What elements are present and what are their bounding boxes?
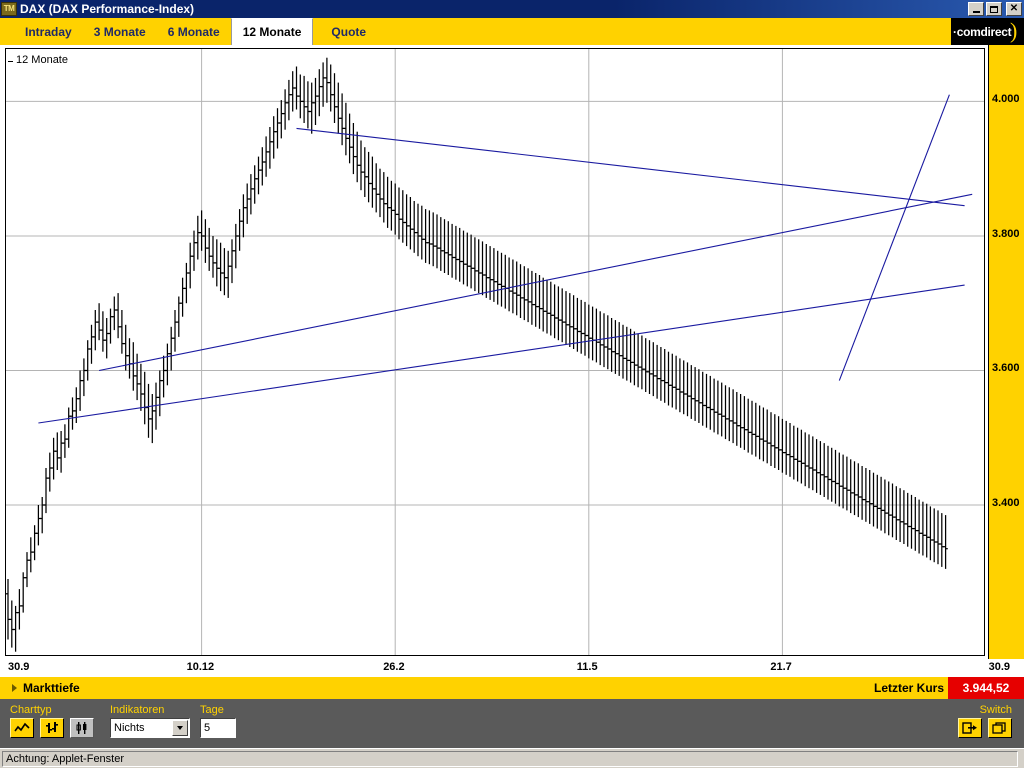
comdirect-logo-text: ·comdirect <box>953 24 1012 39</box>
title-bar: TM DAX (DAX Performance-Index) ✕ <box>0 0 1024 18</box>
price-chart-svg[interactable] <box>6 49 984 655</box>
status-bar: Achtung: Applet-Fenster <box>0 748 1024 768</box>
comdirect-logo: ·comdirect ) <box>951 18 1024 45</box>
tab-quote[interactable]: Quote <box>320 18 378 45</box>
indikatoren-label: Indikatoren <box>110 704 165 716</box>
switch-window-icon <box>992 722 1006 734</box>
y-tick-label: 3.400 <box>992 497 1020 510</box>
y-axis-labels: 4.000 3.800 3.600 3.400 <box>989 45 1024 677</box>
charttyp-button-row <box>10 718 94 738</box>
switch-export-icon <box>962 722 977 734</box>
indikatoren-selected-value: Nichts <box>114 722 145 734</box>
line-chart-button[interactable] <box>10 718 34 738</box>
switch-label: Switch <box>979 704 1012 716</box>
tab-list: Intraday 3 Monate 6 Monate 12 Monate Quo… <box>14 18 378 45</box>
indikatoren-select[interactable]: Nichts <box>110 718 190 738</box>
chevron-down-glyph <box>177 726 183 730</box>
y-tick-label: 4.000 <box>992 93 1020 106</box>
window-title: DAX (DAX Performance-Index) <box>20 2 195 16</box>
y-tick-label: 3.800 <box>992 227 1020 240</box>
tab-strip: Intraday 3 Monate 6 Monate 12 Monate Quo… <box>0 18 1024 45</box>
switch-window-button[interactable] <box>988 718 1012 738</box>
tage-input[interactable]: 5 <box>200 718 236 738</box>
tab-12-monate[interactable]: 12 Monate <box>230 18 314 45</box>
switch-group: Switch <box>958 704 1012 738</box>
comdirect-swoosh-icon: ) <box>1010 18 1018 43</box>
ohlc-bar-chart-button[interactable] <box>40 718 64 738</box>
x-tick-label: 21.7 <box>770 661 792 673</box>
x-tick-label: 30.9 <box>988 661 1010 673</box>
x-tick-label: 30.9 <box>8 661 30 673</box>
letzter-kurs-value: 3.944,52 <box>948 677 1024 699</box>
close-button[interactable]: ✕ <box>1006 2 1022 16</box>
chart-area: 12 Monate 4.000 3.800 3.600 3.400 30.9 10.12… <box>0 45 1024 677</box>
candlestick-chart-button[interactable] <box>70 718 94 738</box>
minimize-icon <box>972 10 980 13</box>
control-panel: Charttyp <box>0 699 1024 748</box>
close-icon: ✕ <box>1009 3 1019 14</box>
charttyp-group: Charttyp <box>10 704 94 738</box>
switch-button-row <box>958 718 1012 738</box>
letzter-kurs-label: Letzter Kurs <box>873 681 944 695</box>
x-tick-label: 26.2 <box>383 661 405 673</box>
x-axis-labels: 30.9 10.12 26.2 11.5 21.7 30.9 <box>0 659 1024 677</box>
markttiefe-expand-icon[interactable] <box>12 684 17 692</box>
status-bar-text: Achtung: Applet-Fenster <box>2 750 1018 767</box>
charttyp-label: Charttyp <box>10 704 52 716</box>
markttiefe-bar[interactable]: Markttiefe Letzter Kurs 3.944,52 <box>0 677 1024 699</box>
x-tick-label: 10.12 <box>186 661 215 673</box>
y-axis-band: 4.000 3.800 3.600 3.400 <box>988 45 1024 677</box>
maximize-button[interactable] <box>986 2 1002 16</box>
chart-period-label: 12 Monate <box>8 54 68 66</box>
tab-3-monate[interactable]: 3 Monate <box>82 18 157 45</box>
tage-group: Tage 5 <box>200 704 236 738</box>
window-controls: ✕ <box>968 2 1022 16</box>
tage-label: Tage <box>200 704 224 716</box>
switch-export-button[interactable] <box>958 718 982 738</box>
maximize-icon <box>990 5 998 13</box>
chevron-down-icon[interactable] <box>172 720 188 736</box>
line-chart-icon <box>14 722 30 732</box>
tm-logo-icon: TM <box>1 2 17 16</box>
minimize-button[interactable] <box>968 2 984 16</box>
tab-intraday[interactable]: Intraday <box>14 18 83 45</box>
x-tick-label: 11.5 <box>576 661 598 673</box>
y-tick-label: 3.600 <box>992 362 1020 375</box>
markttiefe-label: Markttiefe <box>23 681 80 695</box>
candlestick-chart-icon <box>76 722 87 734</box>
indikatoren-group: Indikatoren Nichts <box>110 704 190 738</box>
tab-6-monate[interactable]: 6 Monate <box>156 18 231 45</box>
chart-plot-frame[interactable]: 12 Monate <box>5 48 985 656</box>
ohlc-bar-chart-icon <box>46 722 58 733</box>
